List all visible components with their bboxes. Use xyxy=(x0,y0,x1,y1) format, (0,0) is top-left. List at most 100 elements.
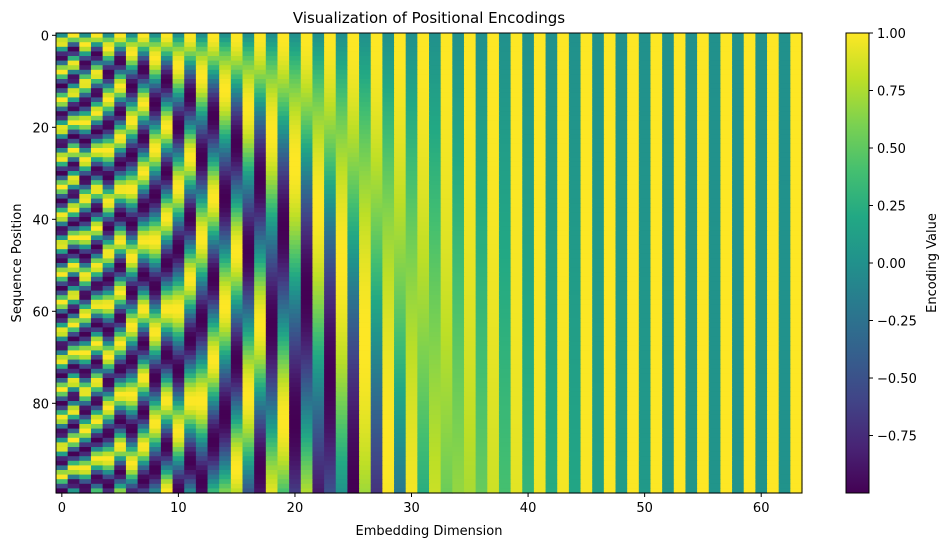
heatmap-cell xyxy=(429,258,442,264)
heatmap-cell xyxy=(417,138,430,144)
heatmap-cell xyxy=(475,134,488,140)
heatmap-cell xyxy=(289,230,302,236)
heatmap-cell xyxy=(347,102,360,108)
heatmap-cell xyxy=(592,189,605,195)
heatmap-cell xyxy=(219,56,232,62)
heatmap-cell xyxy=(160,299,174,305)
heatmap-cell xyxy=(603,143,617,149)
heatmap-cell xyxy=(743,299,756,305)
heatmap-cell xyxy=(697,336,710,342)
heatmap-cell xyxy=(405,198,418,204)
heatmap-cell xyxy=(347,267,360,273)
heatmap-cell xyxy=(767,33,780,39)
heatmap-cell xyxy=(56,336,69,342)
heatmap-cell xyxy=(522,175,535,181)
heatmap-cell xyxy=(429,42,442,48)
heatmap-cell xyxy=(160,189,174,195)
heatmap-cell xyxy=(125,309,139,315)
heatmap-cell xyxy=(638,129,652,135)
heatmap-cell xyxy=(627,253,640,259)
heatmap-cell xyxy=(254,272,267,278)
heatmap-cell xyxy=(487,299,500,305)
heatmap-cell xyxy=(475,258,488,264)
heatmap-cell xyxy=(708,249,722,255)
heatmap-cell xyxy=(638,313,652,319)
heatmap-cell xyxy=(394,92,407,98)
heatmap-cell xyxy=(627,92,640,98)
heatmap-cell xyxy=(160,364,174,370)
heatmap-cell xyxy=(312,327,325,333)
heatmap-cell xyxy=(382,281,395,287)
heatmap-cell xyxy=(172,175,185,181)
heatmap-cell xyxy=(102,290,115,296)
heatmap-cell xyxy=(90,267,104,273)
heatmap-cell xyxy=(615,373,628,379)
heatmap-cell xyxy=(90,115,104,121)
heatmap-cell xyxy=(487,345,500,351)
heatmap-cell xyxy=(324,166,337,172)
heatmap-cell xyxy=(230,304,244,310)
heatmap-cell xyxy=(767,207,780,213)
heatmap-cell xyxy=(405,336,418,342)
heatmap-cell xyxy=(475,373,488,379)
heatmap-cell xyxy=(732,332,745,338)
heatmap-cell xyxy=(568,295,582,301)
heatmap-cell xyxy=(475,249,488,255)
heatmap-cell xyxy=(720,382,733,388)
heatmap-cell xyxy=(778,309,791,315)
heatmap-cell xyxy=(289,299,302,305)
heatmap-cell xyxy=(370,318,383,324)
heatmap-cell xyxy=(475,226,488,232)
heatmap-cell xyxy=(417,249,430,255)
heatmap-cell xyxy=(440,56,453,62)
heatmap-cell xyxy=(172,97,185,103)
heatmap-cell xyxy=(440,106,453,112)
heatmap-cell xyxy=(195,364,209,370)
heatmap-cell xyxy=(56,180,69,186)
heatmap-cell xyxy=(627,148,640,154)
heatmap-cell xyxy=(207,332,220,338)
heatmap-cell xyxy=(184,198,197,204)
heatmap-cell xyxy=(289,304,302,310)
heatmap-cell xyxy=(755,332,768,338)
heatmap-cell xyxy=(67,175,80,181)
heatmap-cell xyxy=(475,309,488,315)
heatmap-cell xyxy=(545,74,558,80)
heatmap-cell xyxy=(417,322,430,328)
heatmap-cell xyxy=(265,74,279,80)
heatmap-cell xyxy=(312,240,325,246)
heatmap-cell xyxy=(137,226,150,232)
heatmap-cell xyxy=(289,161,302,167)
heatmap-cell xyxy=(137,355,150,361)
heatmap-cell xyxy=(230,327,244,333)
heatmap-cell xyxy=(137,322,150,328)
heatmap-cell xyxy=(67,350,80,356)
heatmap-cell xyxy=(405,313,418,319)
heatmap-cell xyxy=(382,322,395,328)
heatmap-cell xyxy=(603,355,617,361)
heatmap-cell xyxy=(545,194,558,200)
heatmap-cell xyxy=(452,56,465,62)
heatmap-cell xyxy=(580,240,593,246)
heatmap-cell xyxy=(242,276,255,282)
heatmap-cell xyxy=(755,92,768,98)
heatmap-cell xyxy=(382,51,395,57)
heatmap-cell xyxy=(149,65,162,71)
heatmap-cell xyxy=(67,226,80,232)
heatmap-cell xyxy=(359,272,372,278)
heatmap-cell xyxy=(137,138,150,144)
heatmap-cell xyxy=(638,263,652,269)
heatmap-cell xyxy=(102,267,115,273)
heatmap-cell xyxy=(137,65,150,71)
heatmap-cell xyxy=(300,281,314,287)
heatmap-cell xyxy=(603,157,617,163)
heatmap-cell xyxy=(452,189,465,195)
heatmap-cell xyxy=(685,161,698,167)
heatmap-cell xyxy=(277,341,290,347)
heatmap-cell xyxy=(149,106,162,112)
heatmap-cell xyxy=(149,74,162,80)
heatmap-cell xyxy=(452,198,465,204)
heatmap-cell xyxy=(662,148,675,154)
heatmap-cell xyxy=(79,235,92,241)
heatmap-cell xyxy=(615,313,628,319)
